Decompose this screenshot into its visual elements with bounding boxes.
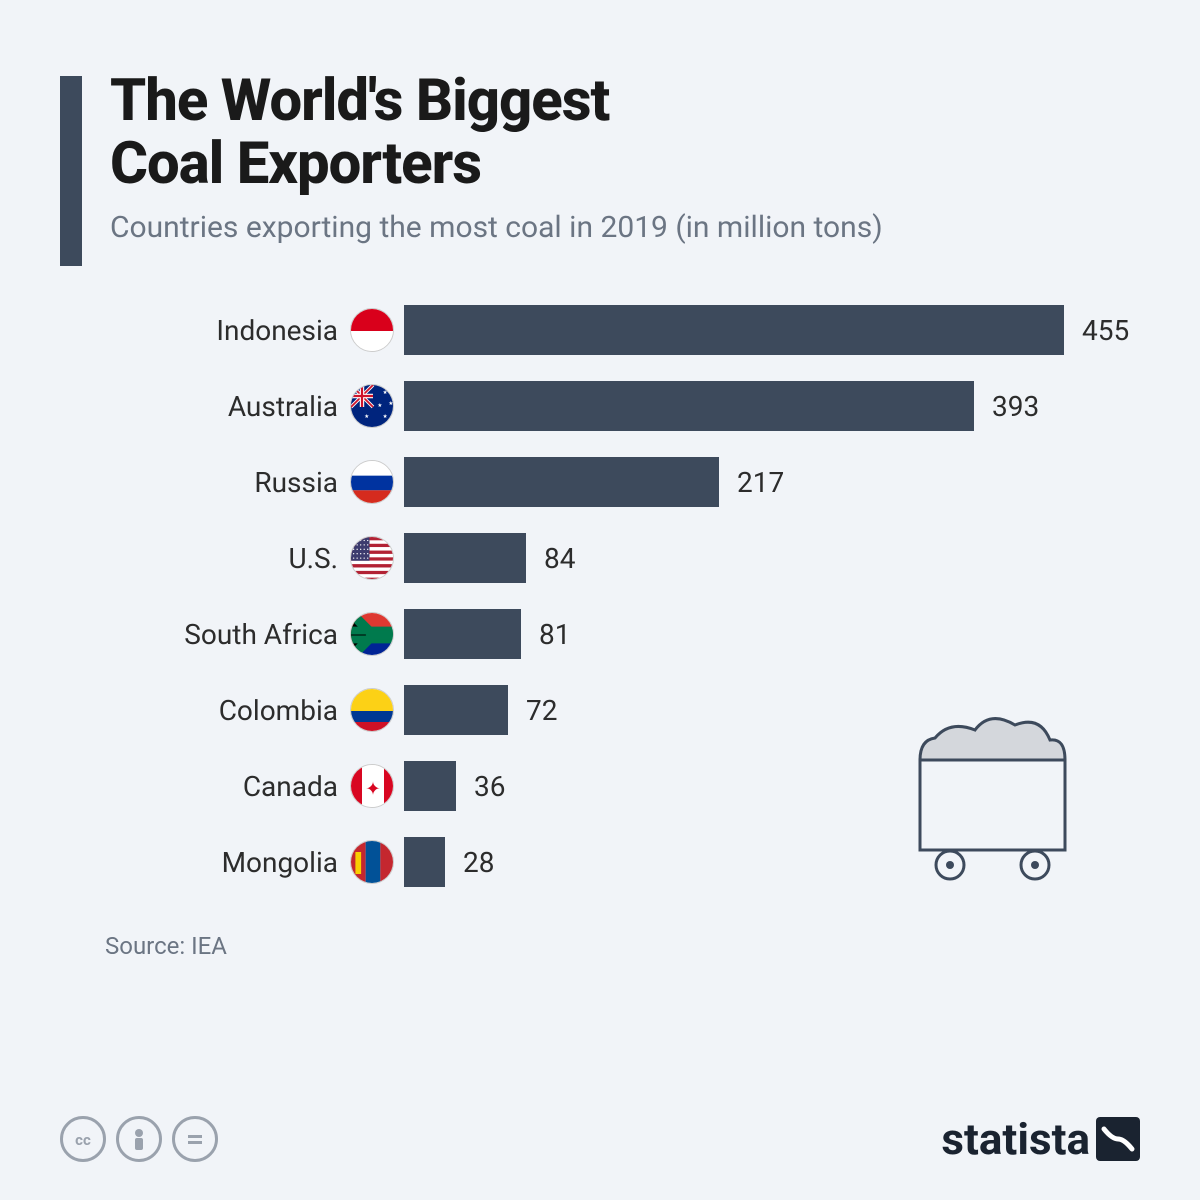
statista-text: statista	[941, 1113, 1090, 1165]
bar	[404, 837, 445, 887]
footer: cc statista	[60, 1113, 1140, 1165]
svg-text:✦: ✦	[365, 778, 380, 800]
bar	[404, 381, 974, 431]
flag-icon: ★★★★★	[350, 384, 394, 428]
country-label: Australia	[105, 390, 350, 423]
bar-wrap: 393	[404, 381, 1039, 431]
bar	[404, 533, 526, 583]
title-line-1: The World's Biggest	[110, 67, 609, 135]
bar	[404, 685, 508, 735]
flag-icon	[350, 688, 394, 732]
header: The World's Biggest Coal Exporters Count…	[60, 70, 1140, 245]
bar-wrap: 28	[404, 837, 494, 887]
country-label: Indonesia	[105, 314, 350, 347]
chart-row: Australia ★★★★★ 393	[105, 376, 1140, 436]
country-label: Mongolia	[105, 846, 350, 879]
bar-value: 36	[474, 770, 505, 803]
cc-icon: cc	[60, 1116, 106, 1162]
flag-icon	[350, 536, 394, 580]
flag-icon	[350, 460, 394, 504]
chart-row: Indonesia 455	[105, 300, 1140, 360]
country-label: Russia	[105, 466, 350, 499]
svg-text:★: ★	[388, 401, 393, 407]
bar-value: 81	[539, 618, 570, 651]
flag-icon	[350, 840, 394, 884]
license-icons: cc	[60, 1116, 218, 1162]
bar-wrap: 217	[404, 457, 784, 507]
bar-wrap: 455	[404, 305, 1129, 355]
nd-icon	[172, 1116, 218, 1162]
chart-row: Russia 217	[105, 452, 1140, 512]
svg-text:★: ★	[383, 390, 388, 396]
by-icon	[116, 1116, 162, 1162]
flag-icon	[350, 308, 394, 352]
bar-value: 84	[544, 542, 575, 575]
svg-text:★: ★	[377, 403, 382, 409]
bar	[404, 305, 1064, 355]
statista-logo: statista	[941, 1113, 1140, 1165]
bar-value: 217	[737, 466, 784, 499]
coal-cart-icon	[880, 700, 1100, 900]
bar-wrap: 72	[404, 685, 557, 735]
bar	[404, 457, 719, 507]
page-subtitle: Countries exporting the most coal in 201…	[110, 210, 1140, 245]
country-label: U.S.	[105, 542, 350, 575]
country-label: South Africa	[105, 618, 350, 651]
bar-value: 393	[992, 390, 1039, 423]
flag-icon	[350, 612, 394, 656]
bar-value: 455	[1082, 314, 1129, 347]
svg-text:cc: cc	[75, 1131, 91, 1149]
bar	[404, 609, 521, 659]
statista-mark-icon	[1096, 1117, 1140, 1161]
svg-text:★: ★	[364, 414, 369, 420]
country-label: Colombia	[105, 694, 350, 727]
bar-wrap: 81	[404, 609, 570, 659]
header-accent-bar	[60, 76, 82, 266]
bar-value: 72	[526, 694, 557, 727]
chart-row: South Africa 81	[105, 604, 1140, 664]
bar	[404, 761, 456, 811]
svg-text:★: ★	[383, 414, 388, 420]
flag-icon: ✦	[350, 764, 394, 808]
title-line-2: Coal Exporters	[110, 130, 481, 198]
source-text: Source: IEA	[60, 932, 1140, 960]
page-title: The World's Biggest Coal Exporters	[110, 70, 1140, 195]
chart-row: U.S. 84	[105, 528, 1140, 588]
country-label: Canada	[105, 770, 350, 803]
bar-value: 28	[463, 846, 494, 879]
bar-wrap: 36	[404, 761, 505, 811]
bar-wrap: 84	[404, 533, 575, 583]
